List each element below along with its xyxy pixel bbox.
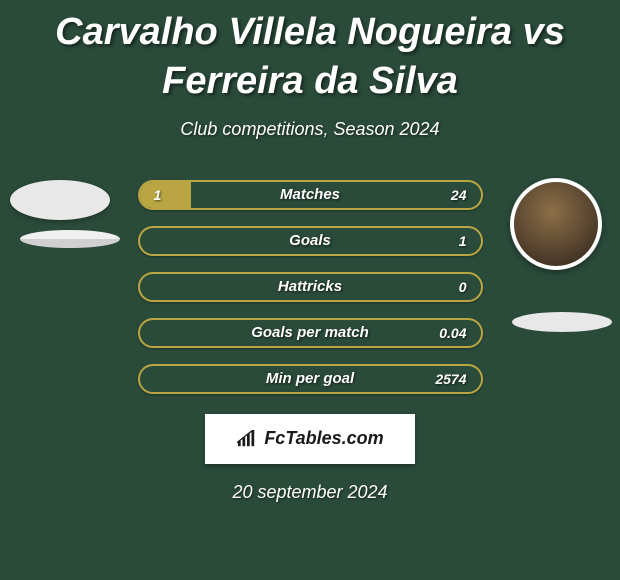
stat-right-value: 24 <box>451 182 467 208</box>
player-right-flag <box>512 312 612 332</box>
player-left-flag <box>20 230 120 248</box>
stat-label: Min per goal <box>140 366 481 392</box>
brand-logo-box: FcTables.com <box>205 414 415 464</box>
stat-label: Goals <box>140 228 481 254</box>
infographic-container: Carvalho Villela Nogueira vs Ferreira da… <box>0 0 620 580</box>
stat-right-value: 0.04 <box>439 320 466 346</box>
stat-label: Hattricks <box>140 274 481 300</box>
subtitle: Club competitions, Season 2024 <box>0 119 620 140</box>
date-label: 20 september 2024 <box>20 482 600 503</box>
stat-row-hattricks: Hattricks 0 <box>138 272 483 302</box>
page-title: Carvalho Villela Nogueira vs Ferreira da… <box>0 0 620 107</box>
stats-area: 1 Matches 24 Goals 1 Hattricks 0 Goals p… <box>0 180 620 503</box>
stat-right-value: 2574 <box>435 366 466 392</box>
stat-row-goals-per-match: Goals per match 0.04 <box>138 318 483 348</box>
brand-logo-text: FcTables.com <box>264 428 383 449</box>
stat-right-value: 1 <box>459 228 467 254</box>
stat-right-value: 0 <box>459 274 467 300</box>
stat-label: Matches <box>140 182 481 208</box>
bar-chart-icon <box>236 430 258 448</box>
stat-bars: 1 Matches 24 Goals 1 Hattricks 0 Goals p… <box>138 180 483 394</box>
stat-label: Goals per match <box>140 320 481 346</box>
player-left-avatar <box>10 180 110 220</box>
player-right-avatar <box>510 178 602 270</box>
stat-row-min-per-goal: Min per goal 2574 <box>138 364 483 394</box>
stat-row-goals: Goals 1 <box>138 226 483 256</box>
stat-row-matches: 1 Matches 24 <box>138 180 483 210</box>
